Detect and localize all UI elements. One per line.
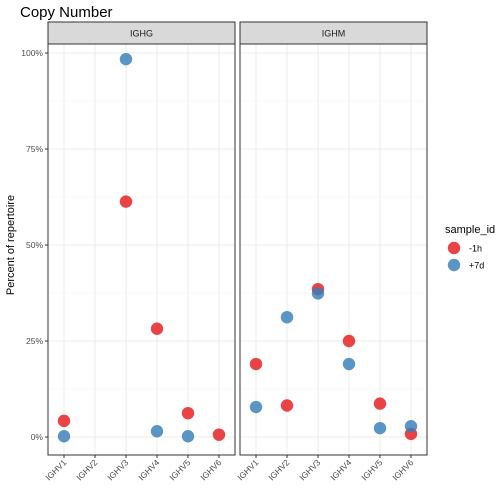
x-tick-label: IGHV4 xyxy=(136,457,161,482)
x-tick-label: IGHV4 xyxy=(328,457,353,482)
data-point xyxy=(181,430,195,443)
data-point xyxy=(342,357,356,371)
data-point xyxy=(342,334,356,348)
panel-border xyxy=(47,43,236,456)
data-point xyxy=(311,287,325,300)
data-point xyxy=(280,399,294,412)
data-point xyxy=(57,430,71,443)
panel-background xyxy=(48,44,235,455)
facet-panel-ighm: IGHM IGHV1 IGHV2 IGHV3 IGHV4 IGHV5 IGHV6 xyxy=(235,21,428,482)
legend-key xyxy=(447,241,461,255)
data-point xyxy=(373,397,387,410)
data-point xyxy=(181,406,195,420)
panel-border xyxy=(239,43,428,456)
legend-label: +7d xyxy=(469,261,484,271)
y-tick-label: 75% xyxy=(26,144,43,154)
data-point xyxy=(150,425,164,438)
x-tick-label: IGHV3 xyxy=(105,457,130,482)
x-tick-label: IGHV6 xyxy=(198,457,223,482)
y-axis-title: Percent of repertoire xyxy=(5,195,17,295)
data-point xyxy=(404,420,418,433)
legend: sample_id -1h +7d xyxy=(445,224,495,272)
facet-strip-label: IGHG xyxy=(130,29,153,39)
data-point xyxy=(119,195,133,208)
legend-label: -1h xyxy=(469,244,482,254)
facet-strip-label: IGHM xyxy=(322,29,346,39)
x-tick-label: IGHV2 xyxy=(266,457,291,482)
y-tick-label: 50% xyxy=(26,240,43,250)
y-tick-label: 0% xyxy=(31,432,44,442)
x-tick-label: IGHV3 xyxy=(297,457,322,482)
x-tick-label: IGHV1 xyxy=(43,457,68,482)
data-point xyxy=(57,414,71,428)
data-point xyxy=(150,322,164,335)
data-point xyxy=(280,310,294,324)
data-point xyxy=(373,421,387,435)
panel-background xyxy=(240,44,427,455)
x-tick-label: IGHV5 xyxy=(167,457,192,482)
y-tick-label: 100% xyxy=(21,48,43,58)
x-tick-label: IGHV2 xyxy=(74,457,99,482)
x-tick-label: IGHV5 xyxy=(359,457,384,482)
data-point xyxy=(119,52,133,66)
legend-title: sample_id xyxy=(445,224,495,236)
data-point xyxy=(212,428,226,441)
x-tick-label: IGHV1 xyxy=(235,457,260,482)
x-tick-label: IGHV6 xyxy=(390,457,415,482)
legend-key xyxy=(447,258,461,272)
data-point xyxy=(249,357,263,371)
data-point xyxy=(249,400,263,414)
chart-title: Copy Number xyxy=(20,4,113,21)
facet-panel-ighg: IGHG IGHV1 IGHV2 IGHV3 IGHV4 IGHV5 IGHV6 0% 25% 5… xyxy=(21,21,236,482)
y-tick-label: 25% xyxy=(26,336,43,346)
